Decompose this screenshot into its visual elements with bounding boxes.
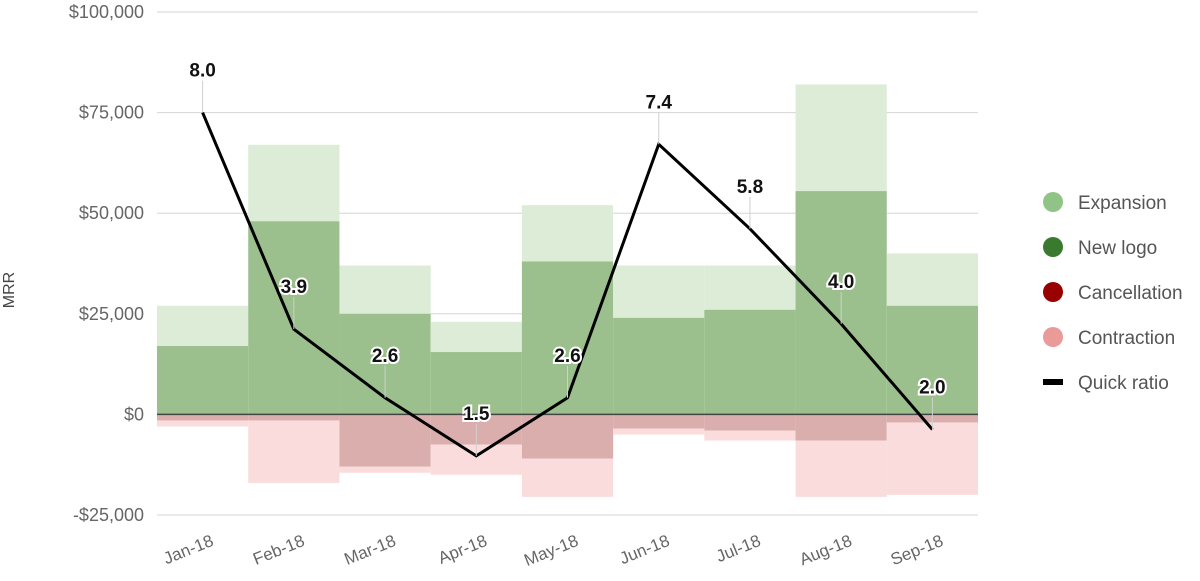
x-axis-ticks: Jan-18 Feb-18 Mar-18 Apr-18 May-18 Jun-18 Jul-… [161, 531, 946, 570]
y-tick-label: $50,000 [79, 203, 144, 223]
quick-ratio-label: 3.9 [281, 277, 307, 298]
bar-expansion [248, 144, 340, 222]
x-tick-label: Aug-18 [797, 531, 855, 569]
y-tick-label: $100,000 [69, 2, 144, 22]
legend: Expansion New logo Cancellation Contraction… [1043, 192, 1183, 394]
bar-expansion [613, 265, 705, 318]
bar-cancellation [704, 414, 796, 431]
bar-contraction [886, 422, 978, 495]
bar-new-logo [613, 317, 705, 415]
bar-expansion [886, 253, 978, 306]
bar-contraction [248, 420, 340, 483]
bar-contraction [157, 420, 249, 427]
bar-new-logo [704, 309, 796, 415]
quick-ratio-label: 5.8 [737, 177, 763, 198]
bar-cancellation [248, 414, 340, 421]
legend-swatch-contraction [1043, 327, 1063, 347]
y-tick-label: $75,000 [79, 103, 144, 123]
bar-cancellation [795, 414, 887, 441]
x-tick-label: Apr-18 [435, 531, 489, 568]
bar-cancellation [157, 414, 249, 421]
bar-new-logo [157, 345, 249, 415]
legend-label: Cancellation [1078, 283, 1183, 304]
y-axis-ticks: -$25,000 $0 $25,000 $50,000 $75,000 $100,000 [69, 2, 144, 525]
bar-cancellation [521, 414, 614, 459]
legend-label: Expansion [1078, 193, 1167, 214]
quick-ratio-label: 4.0 [828, 272, 854, 293]
bar-contraction [795, 440, 887, 497]
x-tick-label: May-18 [521, 531, 581, 570]
bar-expansion [521, 205, 614, 262]
bar-expansion [704, 265, 796, 310]
x-tick-label: Jul-18 [713, 531, 763, 566]
x-tick-label: Jun-18 [617, 531, 672, 568]
bar-contraction [704, 430, 796, 441]
x-tick-label: Mar-18 [341, 531, 398, 569]
quick-ratio-label: 7.4 [646, 92, 673, 113]
legend-swatch-expansion [1043, 192, 1063, 212]
x-tick-label: Feb-18 [250, 531, 307, 569]
bar-cancellation [613, 414, 705, 429]
bar-contraction [339, 466, 431, 473]
y-tick-label: $0 [124, 404, 144, 424]
quick-ratio-data-labels: 8.0 3.9 2.6 1.5 2.6 7.4 5.8 4.0 2.0 [187, 59, 948, 456]
quick-ratio-label: 2.6 [372, 346, 398, 367]
y-tick-label: -$25,000 [73, 505, 144, 525]
bar-series [157, 84, 978, 497]
legend-swatch-cancellation [1043, 282, 1063, 302]
quick-ratio-label: 2.6 [554, 346, 580, 367]
legend-swatch-quick-ratio [1043, 379, 1063, 385]
bar-expansion [339, 265, 431, 314]
quick-ratio-label: 8.0 [189, 61, 215, 82]
bar-contraction [613, 428, 705, 435]
bar-expansion [157, 305, 249, 346]
x-tick-label: Sep-18 [888, 531, 946, 569]
x-tick-label: Jan-18 [161, 531, 216, 568]
quick-ratio-label: 1.5 [463, 404, 490, 425]
bar-new-logo [430, 352, 522, 415]
legend-swatch-new-logo [1043, 237, 1063, 257]
bar-cancellation [339, 414, 431, 467]
legend-label: New logo [1078, 238, 1157, 259]
bar-contraction [521, 458, 614, 497]
legend-label: Contraction [1078, 328, 1175, 349]
bar-expansion [430, 321, 522, 353]
legend-label: Quick ratio [1078, 373, 1169, 394]
bar-expansion [795, 84, 887, 192]
quick-ratio-label: 2.0 [919, 377, 945, 398]
y-tick-label: $25,000 [79, 304, 144, 324]
y-axis-label: MRR [1, 272, 18, 308]
